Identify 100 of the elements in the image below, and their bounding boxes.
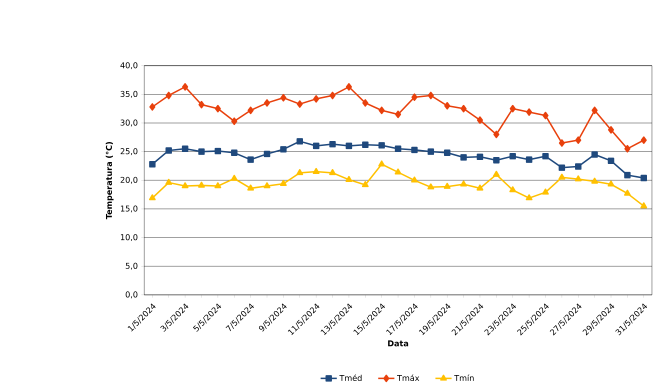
y-tick-label: 20,0 [120,176,138,184]
point [280,180,287,186]
point [411,93,418,101]
point [198,182,205,188]
point [362,99,368,107]
point [640,174,648,182]
point [264,99,270,107]
point [526,194,532,200]
point [182,182,188,188]
point [148,194,156,200]
point [313,95,320,103]
point [329,168,336,176]
point [296,168,304,176]
point [411,146,418,154]
legend-label: Tméd [339,374,362,381]
point [329,140,336,148]
point [476,154,484,160]
point [264,182,270,188]
point [476,116,484,124]
point [182,83,188,91]
point [608,126,614,134]
point [526,156,532,163]
point [312,168,320,174]
x-axis-title: Data [388,340,408,346]
point [558,139,565,147]
point [493,156,500,164]
point [575,136,582,144]
point [608,158,614,164]
point [493,130,500,138]
point [362,181,369,188]
point [640,202,648,208]
y-tick-label: 30,0 [120,119,138,126]
point [394,145,402,152]
point [608,180,614,186]
point [574,175,582,182]
point [296,100,303,108]
point [542,188,549,195]
y-tick-label: 5,0 [126,262,138,270]
point [312,142,320,150]
point [509,186,516,192]
point [444,149,450,156]
y-tick-label: 35,0 [120,90,138,98]
point [247,156,254,163]
y-tick-label: 0,0 [126,291,138,298]
y-tick-label: 10,0 [120,234,138,241]
point [460,104,467,112]
point [428,148,434,155]
point [149,160,156,168]
point [640,136,647,144]
point [198,148,205,155]
point [624,144,630,152]
point [510,152,516,160]
y-axis-title: Temperatura (°C) [106,142,114,220]
point [444,182,451,189]
point [492,170,500,177]
point [247,184,254,191]
point [165,178,172,185]
point [592,106,598,114]
legend-label: Tmín [454,374,474,381]
point [591,178,598,184]
point [411,176,418,182]
point [510,104,516,112]
point [460,180,467,186]
point [182,145,188,152]
y-tick-label: 15,0 [120,205,138,212]
point [231,149,238,156]
point [149,103,156,111]
point [591,151,598,158]
point [460,154,467,161]
point [444,102,450,110]
point [166,147,172,154]
point [476,184,484,191]
point [214,104,221,112]
point [378,106,385,114]
point [378,142,385,148]
point [427,183,434,190]
point [280,146,287,152]
point [558,174,566,180]
point [542,112,549,120]
point [346,176,352,182]
point [378,160,386,166]
y-tick-label: 40,0 [120,62,138,70]
point [346,142,352,150]
point [230,174,238,181]
y-tick-label: 25,0 [120,148,138,156]
point [198,100,205,108]
point [296,138,303,144]
point [280,94,286,102]
point [362,141,369,148]
point [248,106,254,114]
point [575,163,582,170]
point [166,92,172,100]
point [395,110,402,118]
point [624,190,631,196]
point [330,92,336,100]
point [214,182,222,188]
legend-label: Tmáx [397,374,420,381]
point [542,152,549,160]
point [624,172,631,178]
point [346,83,352,91]
